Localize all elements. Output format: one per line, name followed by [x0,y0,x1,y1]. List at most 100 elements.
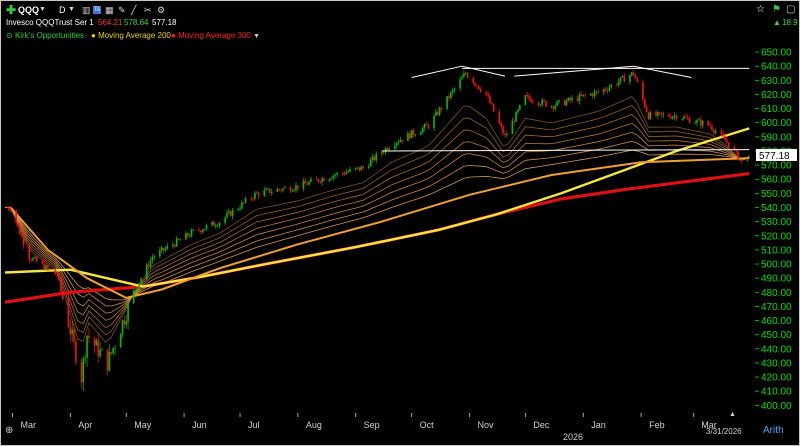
candle-body [735,149,738,152]
zoom-icon[interactable]: ⊕ [5,425,14,436]
symbol-dropdown-icon[interactable]: ▼ [39,6,46,13]
candle [99,341,101,359]
indicator-ma-300[interactable]: ● Moving Average 300 ▼ [171,31,261,40]
candle [123,316,126,329]
candle-body [707,121,710,126]
trendline [381,149,750,152]
candle-body [343,173,346,175]
x-tick-label: May [134,420,152,430]
candle [323,177,325,182]
candle [192,229,195,232]
candle [280,188,282,193]
candle-body [629,75,631,82]
candle-body [93,338,96,346]
candle [479,86,482,93]
candle [558,99,560,105]
candle-body [164,248,167,251]
candle [472,77,474,84]
candle-body [228,211,230,214]
candle [45,263,47,271]
candle [177,237,180,241]
candle [394,142,396,151]
candle [358,167,361,173]
candle [17,222,19,228]
chevron-down-icon[interactable]: ▼ [253,33,261,40]
candle-body [595,91,598,93]
candle-body [58,275,60,280]
indicator-row: ⊙ Kirk's Opportunities ● Moving Average … [1,29,799,43]
candle [634,73,637,79]
candle [619,77,622,85]
candle [649,110,652,120]
candle-body [252,198,254,200]
period-selector[interactable]: D [59,5,66,15]
indicator-label: Moving Average 300 [178,31,251,40]
candle [500,120,502,130]
candle-body [397,142,400,143]
candle [56,272,59,279]
candle-body [304,180,307,184]
indicator-ma-200[interactable]: ● Moving Average 200 [91,31,171,40]
candle-body [321,178,323,183]
candle [686,114,689,121]
candle-body [336,172,338,175]
candle [576,95,579,103]
star-icon[interactable]: ☆ [756,4,765,15]
candle-body [498,111,501,124]
candle-body [160,247,163,251]
candle-body [604,89,607,91]
candle [188,233,191,238]
candle [15,209,17,226]
candle-body [412,130,415,135]
candle-body [671,116,674,119]
candle [278,188,281,192]
candle [632,70,635,77]
indicator-label: Kirk's Opportunities [14,31,85,40]
candle [642,79,644,102]
candle [297,185,299,192]
scissors-icon[interactable]: ✂ [144,5,152,15]
candle [375,151,378,164]
candle-body [584,94,586,96]
y-tick-label: 570.00 [761,161,792,172]
candle [696,118,698,127]
flag-icon[interactable]: ⚑ [772,4,781,15]
scroll-up-icon[interactable]: ▲ [729,411,736,418]
candle [569,96,571,104]
candle-body [513,120,516,122]
candle-body [201,230,204,233]
y-tick-label: 540.00 [761,203,792,214]
settings-icon[interactable]: ⚙ [157,5,166,15]
scale-mode-label[interactable]: Arith [763,425,784,436]
chart-style-icon[interactable]: ▥ [82,5,91,15]
candle [407,130,409,142]
add-symbol-icon[interactable]: ✚ [6,3,17,17]
draw-line-icon[interactable]: ╱ [131,5,137,15]
candle-body [477,85,480,90]
candle-body [110,351,113,353]
candle-body [683,116,685,120]
symbol-field[interactable]: QQQ [18,5,40,15]
last-value: 577.18 [152,18,177,27]
window-control-icon[interactable]: ▢ [786,4,796,15]
pencil-icon[interactable]: ✎ [118,5,126,15]
ts-badge[interactable]: Ts [93,6,101,14]
candle [532,99,534,105]
candle [491,101,493,106]
candle [295,181,297,194]
candle-body [616,84,618,86]
candle [330,177,333,180]
candle [136,288,139,291]
candle [433,113,435,132]
candle [198,226,200,233]
indicator-kirks-opportunities[interactable]: ⊙ Kirk's Opportunities [6,31,85,40]
candle [582,94,585,98]
candle-body [306,183,308,185]
candle [466,72,469,79]
candle-body [597,91,599,93]
grid-icon[interactable]: ▦ [105,5,114,15]
candle-body [565,100,568,106]
period-dropdown-icon[interactable]: ▼ [68,6,75,13]
candle-body [502,126,504,134]
